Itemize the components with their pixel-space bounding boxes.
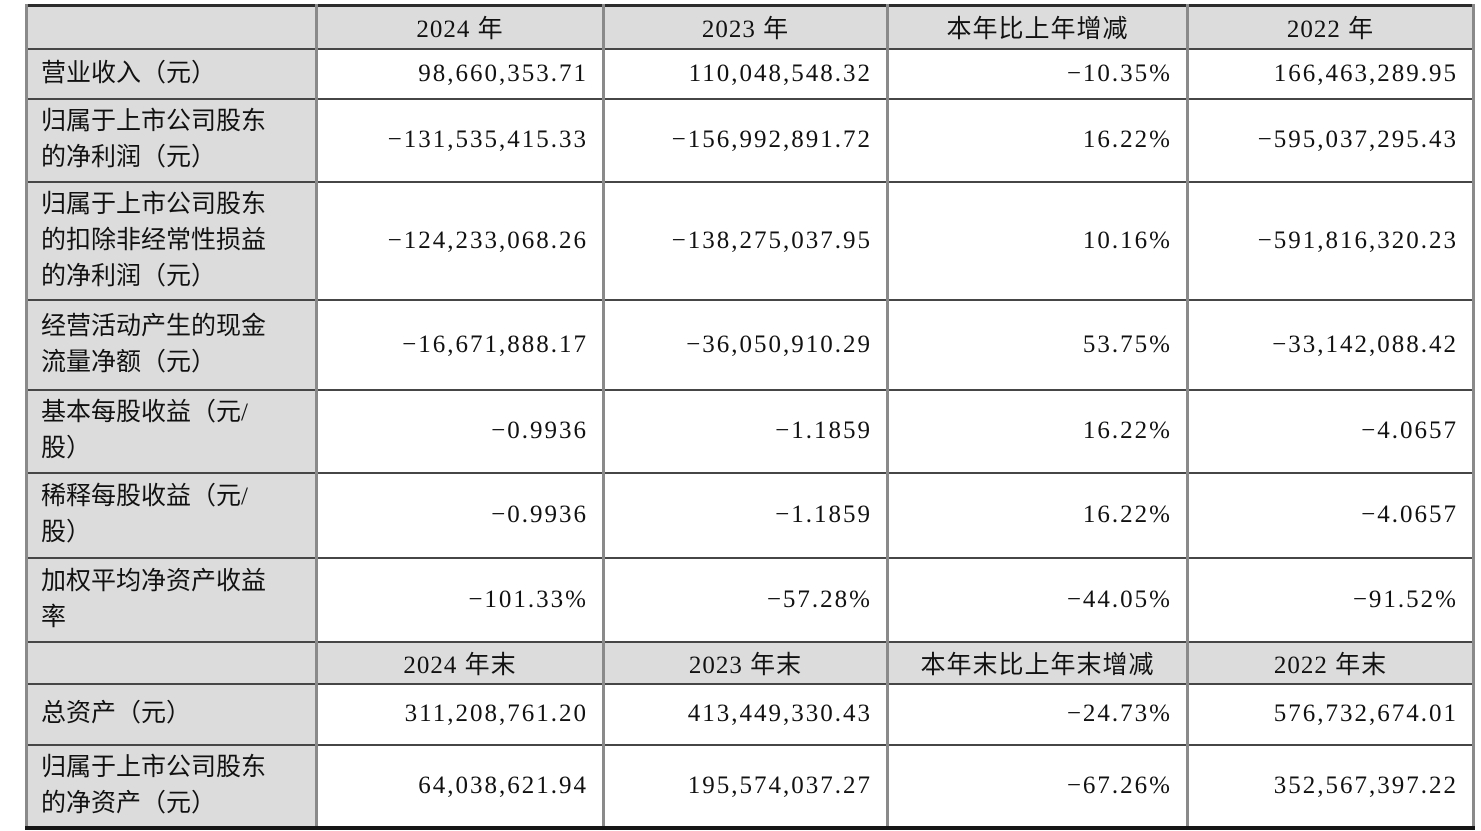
table-row-basic-eps: 基本每股收益（元/ 股） −0.9936 −1.1859 16.22% −4.0… [25, 388, 1475, 474]
row-label: 加权平均净资产收益 率 [25, 556, 318, 643]
table-row-net-profit-excl-nonrecurring: 归属于上市公司股东 的扣除非经常性损益 的净利润（元） −124,233,068… [25, 180, 1475, 301]
cell-value-2024: −124,233,068.26 [315, 180, 605, 301]
column-header-yearend-change: 本年末比上年末增减 [886, 640, 1189, 685]
row-label: 归属于上市公司股东 的净资产（元） [25, 743, 318, 829]
table-row-total-assets: 总资产（元） 311,208,761.20 413,449,330.43 −24… [25, 682, 1475, 746]
table-row-net-profit: 归属于上市公司股东 的净利润（元） −131,535,415.33 −156,9… [25, 97, 1475, 183]
cell-value-2023: 413,449,330.43 [602, 682, 889, 746]
cell-value-2024: 311,208,761.20 [315, 682, 605, 746]
table-row-diluted-eps: 稀释每股收益（元/ 股） −0.9936 −1.1859 16.22% −4.0… [25, 471, 1475, 559]
cell-value-2022: −91.52% [1186, 556, 1475, 643]
cell-value-2023: −36,050,910.29 [602, 298, 889, 391]
cell-value-2022: −595,037,295.43 [1186, 97, 1475, 183]
column-header-2024-yearend: 2024 年末 [315, 640, 605, 685]
row-label: 稀释每股收益（元/ 股） [25, 471, 318, 559]
cell-value-change: −10.35% [886, 47, 1189, 100]
cell-value-2023: −1.1859 [602, 388, 889, 474]
cell-value-2022: 166,463,289.95 [1186, 47, 1475, 100]
cell-value-2022: 352,567,397.22 [1186, 743, 1475, 829]
header-blank-cell [25, 640, 318, 685]
cell-value-change: −44.05% [886, 556, 1189, 643]
cell-value-change: 16.22% [886, 97, 1189, 183]
column-header-2023: 2023 年 [602, 4, 889, 50]
cell-value-2023: −57.28% [602, 556, 889, 643]
table-row-net-assets: 归属于上市公司股东 的净资产（元） 64,038,621.94 195,574,… [25, 743, 1475, 829]
header-blank-cell [25, 4, 318, 50]
table-row-operating-cash-flow: 经营活动产生的现金 流量净额（元） −16,671,888.17 −36,050… [25, 298, 1475, 391]
financial-summary-table: 2024 年 2023 年 本年比上年增减 2022 年 营业收入（元） 98,… [25, 4, 1475, 830]
cell-value-2024: −16,671,888.17 [315, 298, 605, 391]
table-header-row-annual: 2024 年 2023 年 本年比上年增减 2022 年 [25, 4, 1475, 50]
cell-value-2023: −156,992,891.72 [602, 97, 889, 183]
row-label: 归属于上市公司股东 的扣除非经常性损益 的净利润（元） [25, 180, 318, 301]
cell-value-change: 53.75% [886, 298, 1189, 391]
cell-value-2022: −4.0657 [1186, 388, 1475, 474]
cell-value-2022: −33,142,088.42 [1186, 298, 1475, 391]
column-header-2022: 2022 年 [1186, 4, 1475, 50]
table-row-revenue: 营业收入（元） 98,660,353.71 110,048,548.32 −10… [25, 47, 1475, 100]
cell-value-2022: −591,816,320.23 [1186, 180, 1475, 301]
table-row-weighted-avg-roe: 加权平均净资产收益 率 −101.33% −57.28% −44.05% −91… [25, 556, 1475, 643]
row-label: 经营活动产生的现金 流量净额（元） [25, 298, 318, 391]
cell-value-change: −67.26% [886, 743, 1189, 829]
column-header-2022-yearend: 2022 年末 [1186, 640, 1475, 685]
cell-value-2024: −101.33% [315, 556, 605, 643]
cell-value-change: 16.22% [886, 471, 1189, 559]
table-header-row-yearend: 2024 年末 2023 年末 本年末比上年末增减 2022 年末 [25, 640, 1475, 685]
cell-value-2024: −0.9936 [315, 388, 605, 474]
cell-value-change: 16.22% [886, 388, 1189, 474]
column-header-2023-yearend: 2023 年末 [602, 640, 889, 685]
column-header-yoy-change: 本年比上年增减 [886, 4, 1189, 50]
cell-value-2022: −4.0657 [1186, 471, 1475, 559]
cell-value-2023: −1.1859 [602, 471, 889, 559]
row-label: 归属于上市公司股东 的净利润（元） [25, 97, 318, 183]
cell-value-2022: 576,732,674.01 [1186, 682, 1475, 746]
cell-value-2024: −131,535,415.33 [315, 97, 605, 183]
cell-value-2024: 64,038,621.94 [315, 743, 605, 829]
cell-value-2024: −0.9936 [315, 471, 605, 559]
cell-value-2023: −138,275,037.95 [602, 180, 889, 301]
cell-value-change: −24.73% [886, 682, 1189, 746]
cell-value-2024: 98,660,353.71 [315, 47, 605, 100]
row-label: 总资产（元） [25, 682, 318, 746]
row-label: 营业收入（元） [25, 47, 318, 100]
row-label: 基本每股收益（元/ 股） [25, 388, 318, 474]
column-header-2024: 2024 年 [315, 4, 605, 50]
cell-value-2023: 110,048,548.32 [602, 47, 889, 100]
cell-value-2023: 195,574,037.27 [602, 743, 889, 829]
cell-value-change: 10.16% [886, 180, 1189, 301]
